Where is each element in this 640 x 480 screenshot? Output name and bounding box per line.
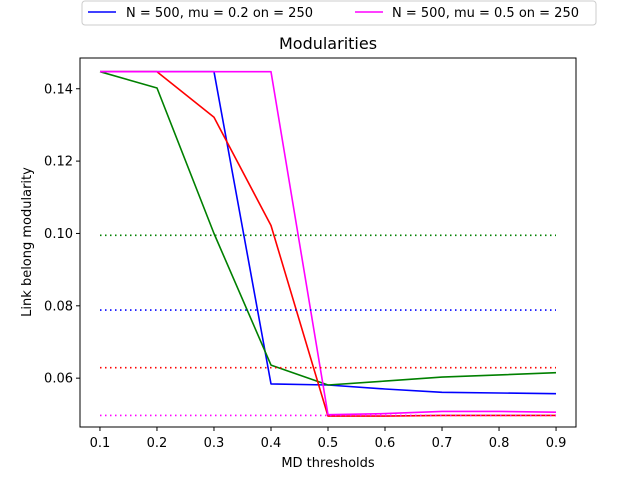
x-tick-label: 0.4	[261, 436, 282, 451]
series-line-3	[100, 70, 557, 416]
x-tick-label: 0.2	[147, 436, 168, 451]
y-tick-label: 0.08	[44, 299, 73, 314]
y-tick-label: 0.06	[44, 372, 73, 387]
legend-box	[81, 0, 597, 26]
chart-title: Modularities	[279, 34, 377, 53]
y-tick-label: 0.12	[44, 155, 73, 170]
y-axis-ticks: 0.06 0.08 0.10 0.12 0.14	[44, 82, 80, 387]
y-tick-label: 0.14	[44, 82, 73, 97]
legend-label-magenta: N = 500, mu = 0.5 on = 250	[392, 6, 579, 21]
x-tick-label: 0.1	[90, 436, 111, 451]
x-axis-label: MD thresholds	[281, 456, 375, 471]
x-axis-ticks: 0.1 0.2 0.3 0.4 0.5 0.6 0.7 0.8 0.9	[90, 427, 567, 451]
x-tick-label: 0.3	[204, 436, 225, 451]
series-line-1	[99, 70, 557, 386]
legend: N = 500, mu = 0.2 on = 250 N = 500, mu =…	[81, 0, 597, 26]
y-axis-label: Link belong modularity	[20, 167, 35, 317]
x-tick-label: 0.6	[375, 436, 396, 451]
x-tick-label: 0.7	[432, 436, 453, 451]
x-tick-label: 0.8	[489, 436, 510, 451]
x-tick-label: 0.9	[546, 436, 567, 451]
x-tick-label: 0.5	[318, 436, 339, 451]
y-tick-label: 0.10	[44, 227, 73, 242]
series-layer	[99, 70, 557, 417]
legend-label-blue: N = 500, mu = 0.2 on = 250	[126, 6, 313, 21]
plot-area	[79, 57, 577, 428]
